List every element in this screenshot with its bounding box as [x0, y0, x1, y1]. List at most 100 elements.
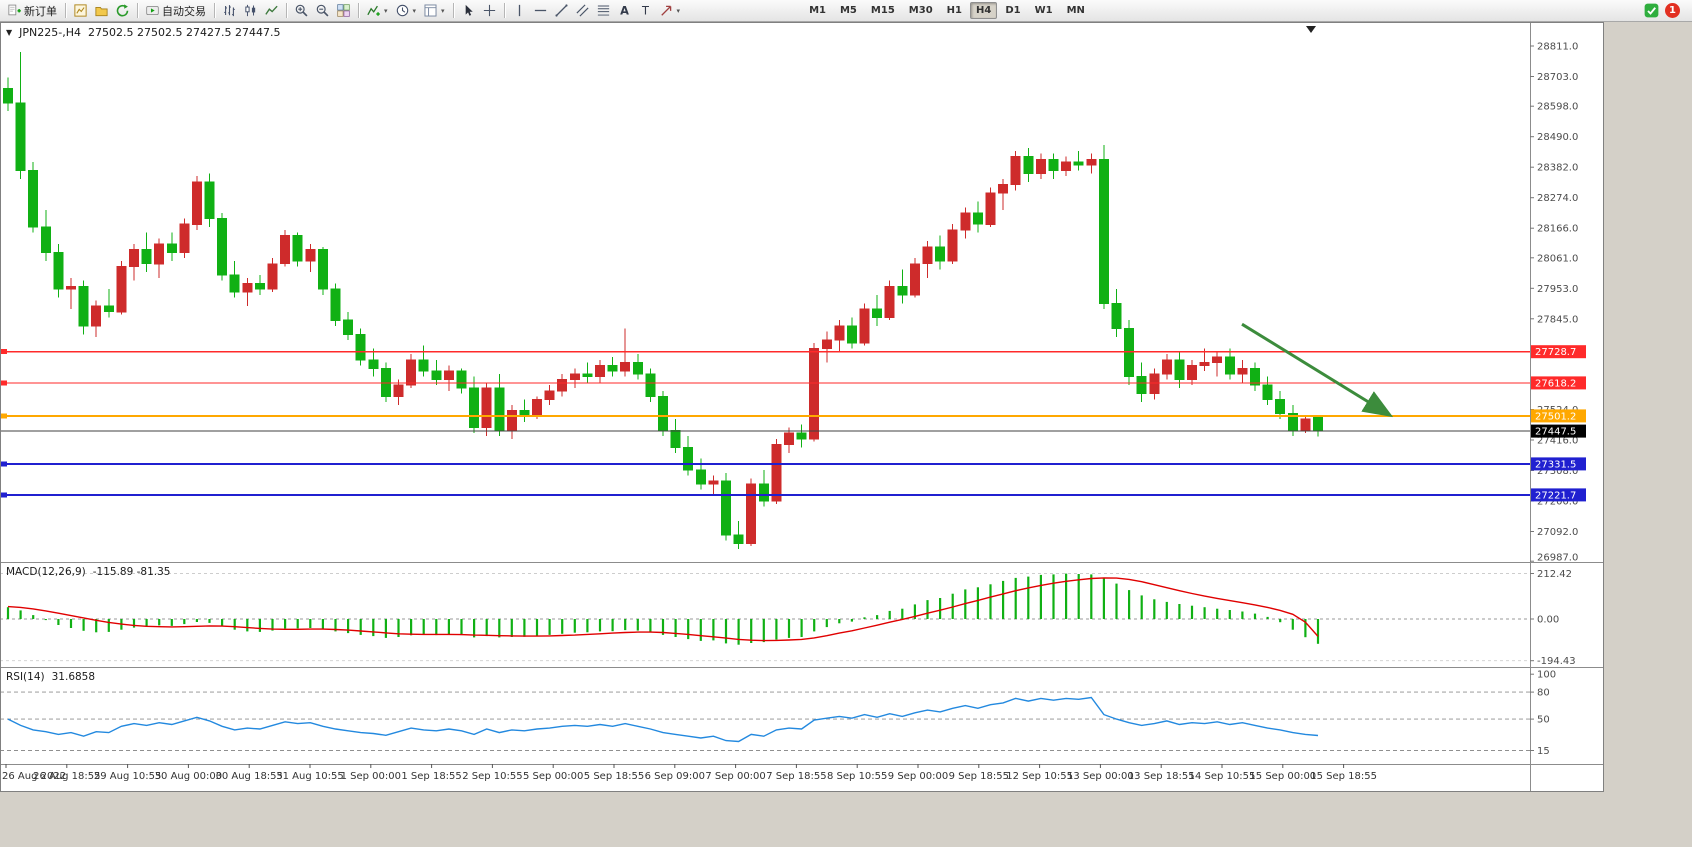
chart-title: ▼ JPN225-,H4 27502.5 27502.5 27427.5 274…: [6, 26, 280, 39]
dropdown-caret-icon: ▾: [384, 6, 388, 15]
horizontal-line-object[interactable]: [0, 380, 1530, 386]
horizontal-line-object[interactable]: [0, 413, 1530, 419]
svg-text:27331.5: 27331.5: [1535, 459, 1576, 470]
crosshair-button[interactable]: [480, 3, 499, 18]
timeframe-mn-button[interactable]: MN: [1066, 5, 1085, 16]
label-button[interactable]: T: [636, 3, 655, 18]
macd-axis[interactable]: 212.42 0.00 -194.43: [1530, 569, 1576, 667]
line-chart-button[interactable]: [262, 3, 281, 18]
timeframe-w1-button[interactable]: W1: [1034, 5, 1053, 16]
new-order-button-label: 新订单: [24, 4, 57, 18]
tile-windows-button[interactable]: [334, 3, 353, 18]
svg-text:15 Sep 18:55: 15 Sep 18:55: [1310, 771, 1377, 782]
svg-text:5 Sep 18:55: 5 Sep 18:55: [584, 771, 644, 782]
text-icon: A: [618, 4, 631, 17]
timeframe-m30-button[interactable]: M30: [908, 5, 933, 16]
zoom-in-icon: [295, 4, 308, 17]
trend-arrow-object[interactable]: [1241, 322, 1394, 418]
svg-text:1 Sep 18:55: 1 Sep 18:55: [401, 771, 461, 782]
channel-button[interactable]: [573, 3, 592, 18]
chart-canvas[interactable]: 28811.0 28703.0 28598.0 28490.0 28382.0 28274…: [0, 22, 1604, 792]
svg-text:27200.0: 27200.0: [1537, 497, 1578, 508]
one-click-trading-arrow[interactable]: ▼: [6, 28, 13, 37]
svg-text:6 Sep 09:00: 6 Sep 09:00: [645, 771, 705, 782]
bar-chart-button[interactable]: [220, 3, 239, 18]
svg-text:212.42: 212.42: [1537, 569, 1572, 580]
svg-text:27845.0: 27845.0: [1537, 314, 1578, 325]
profiles-icon: [95, 4, 108, 17]
crosshair-icon: [483, 4, 496, 17]
svg-text:5 Sep 00:00: 5 Sep 00:00: [523, 771, 583, 782]
timeframe-m1-button[interactable]: M1: [809, 5, 826, 16]
timeframe-m15-button[interactable]: M15: [870, 5, 895, 16]
autotrade-button[interactable]: 自动交易: [143, 2, 209, 20]
zoom-out-button[interactable]: [313, 3, 332, 18]
rsi-axis[interactable]: 100 80 50 15: [1530, 670, 1556, 757]
horizontal-line-object[interactable]: [0, 461, 1530, 467]
price-axis[interactable]: 28811.0 28703.0 28598.0 28490.0 28382.0 28274…: [1530, 42, 1586, 564]
svg-text:-194.43: -194.43: [1537, 656, 1576, 667]
shift-end-marker[interactable]: [1306, 26, 1316, 33]
horizontal-line-object[interactable]: [0, 492, 1530, 498]
svg-text:9 Sep 18:55: 9 Sep 18:55: [949, 771, 1009, 782]
svg-text:26 Aug 18:55: 26 Aug 18:55: [33, 771, 100, 782]
toolbar-buttons: 新订单 自动交易 ▾ ▾ ▾ A T ▾ M1 M5 M15 M30 H1 H4 D1 W1 MN: [4, 0, 1092, 22]
svg-text:27308.0: 27308.0: [1537, 466, 1578, 477]
cursor-button[interactable]: [459, 3, 478, 18]
arrows-icon: [660, 4, 673, 17]
profiles-button[interactable]: [92, 3, 111, 18]
text-button[interactable]: A: [615, 3, 634, 18]
hline-icon: [534, 4, 547, 17]
macd-panel: [0, 573, 1530, 662]
connection-status-icon[interactable]: [1644, 3, 1659, 18]
svg-text:50: 50: [1537, 715, 1550, 726]
zoom-in-button[interactable]: [292, 3, 311, 18]
bar-chart-icon: [223, 4, 236, 17]
refresh-button[interactable]: [113, 3, 132, 18]
periods-button[interactable]: ▾: [393, 3, 420, 18]
macd-values: -115.89 -81.35: [92, 566, 171, 578]
svg-text:A: A: [620, 4, 629, 17]
candlestick-series: [3, 51, 1323, 549]
vertical-line-button[interactable]: [510, 3, 529, 18]
cursor-icon: [462, 4, 475, 17]
charts-button[interactable]: [71, 3, 90, 18]
symbol-period-label: JPN225-,H4: [19, 26, 81, 39]
line-chart-icon: [265, 4, 278, 17]
svg-text:7 Sep 00:00: 7 Sep 00:00: [705, 771, 765, 782]
svg-text:T: T: [641, 4, 649, 17]
panel-separators[interactable]: [0, 22, 1604, 792]
timeframe-h1-button[interactable]: H1: [946, 5, 962, 16]
candlestick-button[interactable]: [241, 3, 260, 18]
main-toolbar: 新订单 自动交易 ▾ ▾ ▾ A T ▾ M1 M5 M15 M30 H1 H4 D1 W1 MN 1: [0, 0, 1692, 22]
trendline-icon: [554, 4, 568, 17]
templates-button[interactable]: ▾: [421, 3, 448, 18]
arrows-button[interactable]: ▾: [657, 3, 684, 18]
new-order-button[interactable]: 新订单: [5, 2, 60, 20]
svg-text:13 Sep 00:00: 13 Sep 00:00: [1067, 771, 1134, 782]
periods-icon: [396, 4, 409, 17]
toolbar-separator: [137, 3, 138, 18]
timeframe-m5-button[interactable]: M5: [839, 5, 857, 16]
timeframe-d1-button[interactable]: D1: [1005, 5, 1021, 16]
horizontal-line-button[interactable]: [531, 3, 550, 18]
indicators-button[interactable]: ▾: [364, 3, 391, 18]
trendline-button[interactable]: [552, 3, 571, 18]
timeframe-h4-button[interactable]: H4: [969, 2, 998, 19]
fibonacci-button[interactable]: [594, 3, 613, 18]
svg-text:28274.0: 28274.0: [1537, 193, 1578, 204]
rsi-indicator-label: RSI(14) 31.6858: [6, 671, 95, 683]
svg-text:27618.2: 27618.2: [1535, 378, 1576, 389]
templates-icon: [424, 4, 437, 17]
dropdown-caret-icon: ▾: [441, 6, 445, 15]
svg-text:26987.0: 26987.0: [1537, 553, 1578, 564]
notification-badge[interactable]: 1: [1665, 3, 1680, 18]
chart-window: 28811.0 28703.0 28598.0 28490.0 28382.0 28274…: [0, 22, 1604, 792]
macd-indicator-label: MACD(12,26,9) -115.89 -81.35: [6, 566, 170, 578]
horizontal-line-object[interactable]: [0, 349, 1530, 355]
svg-text:0.00: 0.00: [1537, 615, 1559, 626]
svg-text:9 Sep 00:00: 9 Sep 00:00: [888, 771, 948, 782]
rsi-panel: [0, 691, 1530, 751]
